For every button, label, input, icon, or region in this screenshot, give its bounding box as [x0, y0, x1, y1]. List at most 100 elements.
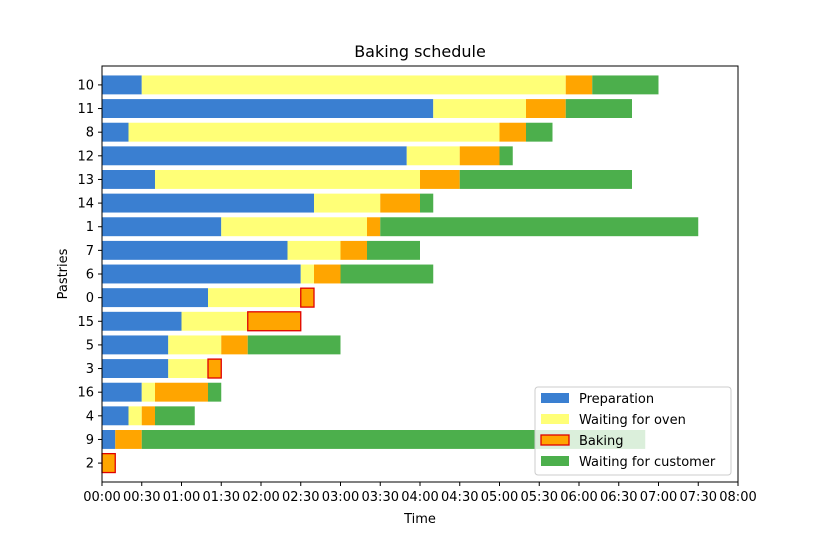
- bar-waiting-for-oven-10: [141, 75, 566, 95]
- y-tick-label: 13: [77, 173, 94, 188]
- y-tick-label: 16: [77, 386, 94, 401]
- x-tick-label: 06:30: [600, 490, 637, 505]
- bar-baking-12: [459, 146, 500, 166]
- bar-baking-14: [380, 193, 420, 213]
- bar-waiting-for-customer-16: [208, 382, 222, 402]
- x-tick-label: 03:00: [322, 490, 359, 505]
- bar-waiting-for-customer-8: [526, 122, 553, 142]
- bar-waiting-for-oven-11: [433, 99, 526, 118]
- x-axis-label: Time: [403, 512, 436, 527]
- y-ticks-group: 2 9 4 16 3 5 15 0 6 7 1 14 13 12 8 11 10: [77, 78, 102, 472]
- bar-waiting-for-customer-7: [367, 240, 420, 260]
- y-tick-label: 10: [77, 78, 94, 93]
- bar-baking-13: [420, 170, 460, 189]
- bar-baking-16: [155, 382, 208, 402]
- x-tick-label: 07:00: [640, 490, 677, 505]
- bar-waiting-for-customer-13: [459, 170, 632, 189]
- bar-waiting-for-customer-5: [247, 335, 341, 355]
- y-tick-label: 11: [77, 102, 94, 117]
- legend-label: Waiting for customer: [579, 455, 716, 470]
- legend: Preparation Waiting for oven Baking Waiting…: [534, 386, 732, 476]
- bar-baking-11: [526, 99, 566, 118]
- x-tick-label: 05:30: [521, 490, 558, 505]
- bar-preparation-14: [102, 193, 314, 213]
- bar-baking-1: [367, 217, 381, 237]
- bar-baking-8: [499, 122, 526, 142]
- x-tick-label: 03:30: [362, 490, 399, 505]
- bar-preparation-3: [102, 359, 169, 378]
- bar-preparation-16: [102, 382, 142, 402]
- bar-baking-3: [207, 358, 222, 379]
- x-tick-label: 04:30: [441, 490, 478, 505]
- bar-waiting-for-oven-12: [406, 146, 460, 166]
- y-tick-label: 3: [86, 362, 94, 377]
- legend-label: Waiting for oven: [579, 413, 686, 428]
- x-tick-label: 00:30: [123, 490, 160, 505]
- y-tick-label: 9: [86, 433, 94, 448]
- x-tick-label: 06:00: [560, 490, 597, 505]
- bar-preparation-1: [102, 217, 222, 237]
- bar-waiting-for-oven-14: [314, 193, 381, 213]
- bar-preparation-4: [102, 406, 129, 426]
- y-tick-label: 1: [86, 220, 94, 235]
- bar-preparation-9: [102, 430, 116, 449]
- y-tick-label: 2: [86, 457, 94, 472]
- bar-preparation-13: [102, 170, 155, 189]
- bar-waiting-for-oven-7: [287, 240, 341, 260]
- bar-waiting-for-oven-16: [141, 382, 155, 402]
- x-tick-label: 05:00: [481, 490, 518, 505]
- bar-preparation-6: [102, 264, 301, 284]
- bar-waiting-for-customer-12: [499, 146, 513, 166]
- bar-waiting-for-oven-15: [181, 311, 248, 331]
- bar-baking-15: [247, 311, 302, 332]
- y-tick-label: 4: [86, 409, 94, 424]
- legend-swatch: [541, 414, 569, 424]
- y-tick-label: 8: [86, 126, 94, 141]
- y-tick-label: 6: [86, 268, 94, 283]
- legend-label: Preparation: [579, 392, 654, 407]
- bar-preparation-8: [102, 122, 129, 142]
- bar-waiting-for-customer-4: [155, 406, 195, 426]
- legend-box: [534, 386, 732, 476]
- bar-waiting-for-customer-10: [592, 75, 659, 95]
- bar-waiting-for-customer-11: [565, 99, 632, 118]
- y-tick-label: 5: [86, 338, 94, 353]
- bar-waiting-for-customer-14: [420, 193, 434, 213]
- bar-waiting-for-oven-1: [221, 217, 367, 237]
- x-tick-label: 02:30: [282, 490, 319, 505]
- chart-title: Baking schedule: [354, 42, 486, 61]
- x-tick-label: 07:30: [680, 490, 717, 505]
- y-tick-label: 15: [77, 315, 94, 330]
- bar-waiting-for-oven-13: [155, 170, 420, 189]
- x-ticks-group: 00:00 00:30 01:00 01:30 02:00 02:30 03:00 03:30…: [83, 482, 757, 505]
- bar-baking-2: [101, 452, 116, 474]
- x-tick-label: 01:30: [203, 490, 240, 505]
- bar-baking-0: [300, 287, 315, 308]
- legend-swatch: [541, 456, 569, 466]
- bars-group: [101, 75, 699, 474]
- bar-preparation-12: [102, 146, 407, 166]
- bar-waiting-for-customer-9: [141, 430, 646, 449]
- legend-label: Baking: [579, 434, 624, 449]
- x-tick-label: 02:00: [242, 490, 279, 505]
- bar-preparation-11: [102, 99, 434, 118]
- y-axis-label: Pastries: [56, 248, 71, 299]
- bar-waiting-for-oven-4: [128, 406, 142, 426]
- bar-waiting-for-oven-8: [128, 122, 500, 142]
- plot-frame: [101, 65, 739, 483]
- bar-baking-4: [141, 406, 155, 426]
- x-tick-label: 01:00: [163, 490, 200, 505]
- bar-preparation-7: [102, 240, 288, 260]
- bar-preparation-10: [102, 75, 142, 95]
- bar-preparation-15: [102, 311, 182, 331]
- x-tick-label: 08:00: [719, 490, 756, 505]
- bar-waiting-for-customer-6: [340, 264, 434, 284]
- legend-swatch: [541, 393, 569, 403]
- y-tick-label: 14: [77, 197, 94, 212]
- bar-waiting-for-oven-5: [168, 335, 222, 355]
- y-tick-label: 12: [77, 149, 94, 164]
- bar-waiting-for-customer-1: [380, 217, 699, 237]
- y-tick-label: 7: [86, 244, 94, 259]
- bar-baking-10: [565, 75, 593, 95]
